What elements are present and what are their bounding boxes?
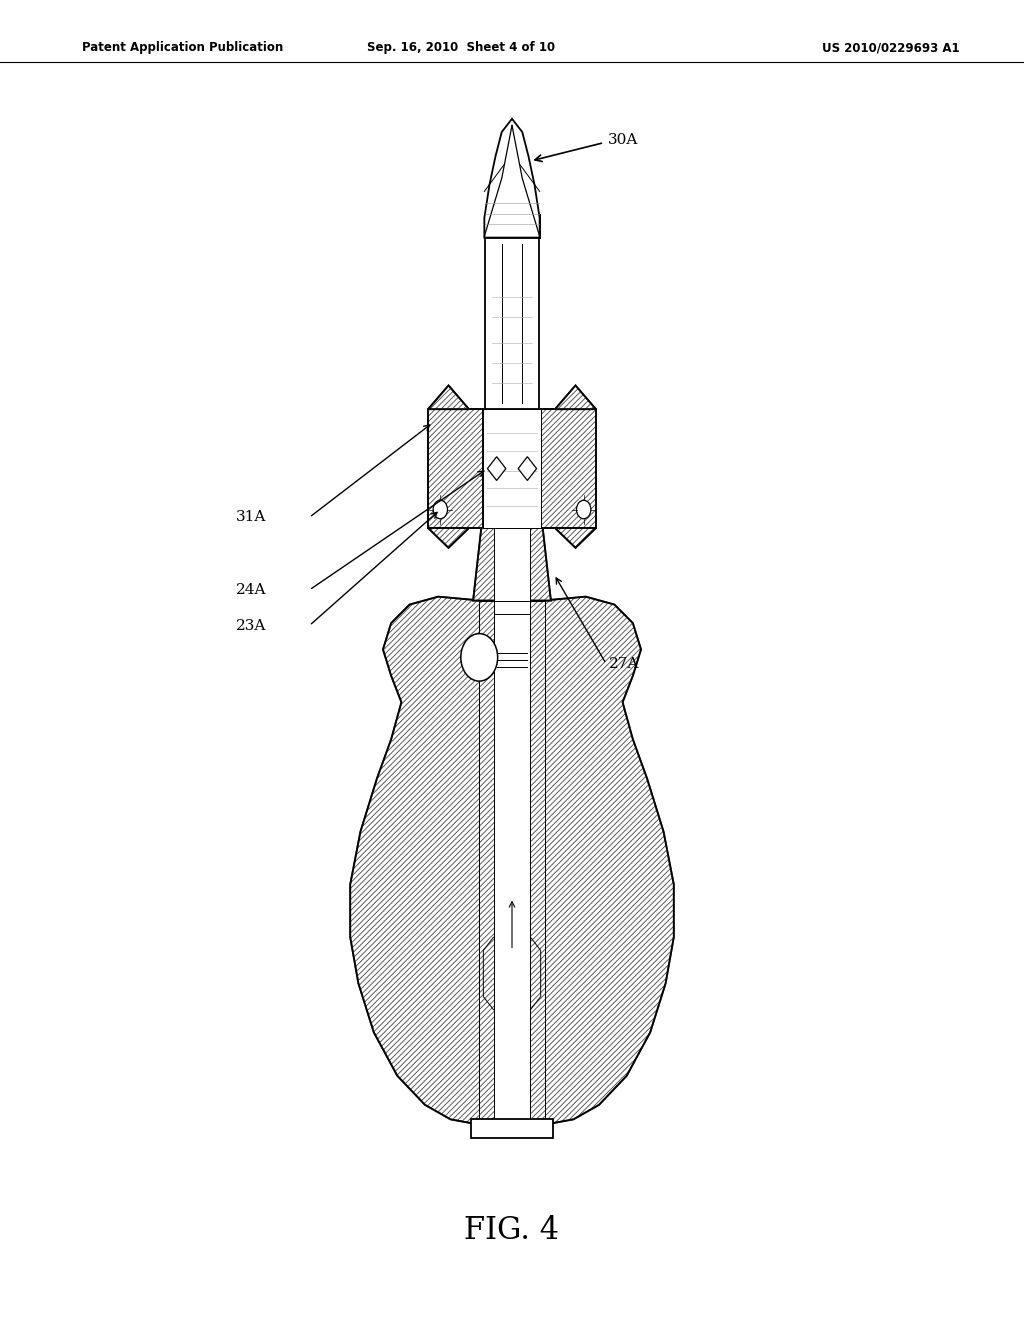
Polygon shape [428,385,469,409]
Text: Sep. 16, 2010  Sheet 4 of 10: Sep. 16, 2010 Sheet 4 of 10 [367,41,555,54]
Polygon shape [555,385,596,409]
Text: 31A: 31A [236,511,266,524]
Text: 30A: 30A [608,133,639,147]
Polygon shape [428,409,483,528]
Polygon shape [541,409,596,528]
Polygon shape [479,601,545,1122]
Polygon shape [428,528,469,548]
Polygon shape [471,1119,553,1138]
Polygon shape [530,601,545,1122]
Polygon shape [494,614,530,1122]
Polygon shape [479,601,494,1122]
Text: 23A: 23A [236,619,266,632]
Text: 24A: 24A [236,583,266,597]
Text: Patent Application Publication: Patent Application Publication [82,41,284,54]
Polygon shape [350,597,674,1125]
Text: US 2010/0229693 A1: US 2010/0229693 A1 [822,41,959,54]
Polygon shape [494,528,530,601]
Polygon shape [487,457,506,480]
Polygon shape [473,528,551,601]
Polygon shape [485,238,539,409]
Polygon shape [555,528,596,548]
Polygon shape [484,119,540,238]
Polygon shape [483,409,541,528]
Text: FIG. 4: FIG. 4 [465,1214,559,1246]
Circle shape [433,500,447,519]
Text: 27A: 27A [609,657,640,671]
Circle shape [577,500,591,519]
Circle shape [461,634,498,681]
Polygon shape [518,457,537,480]
